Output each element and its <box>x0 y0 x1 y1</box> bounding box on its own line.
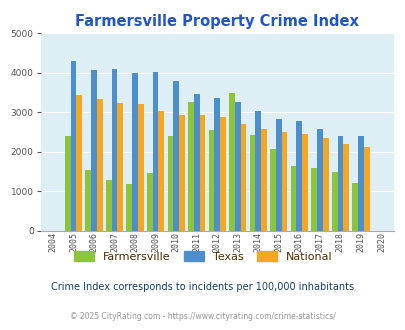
Bar <box>290 166 296 231</box>
Bar <box>188 102 193 231</box>
Bar <box>214 98 220 231</box>
Bar <box>199 115 205 231</box>
Bar <box>85 170 91 231</box>
Bar <box>270 149 275 231</box>
Bar <box>147 173 152 231</box>
Bar <box>179 115 184 231</box>
Legend: Farmersville, Texas, National: Farmersville, Texas, National <box>69 247 336 266</box>
Bar <box>208 130 214 231</box>
Bar <box>352 183 357 231</box>
Bar <box>193 94 199 231</box>
Bar <box>111 69 117 231</box>
Bar <box>234 102 240 231</box>
Bar <box>260 129 266 231</box>
Bar <box>117 103 123 231</box>
Bar <box>158 111 164 231</box>
Bar <box>249 135 255 231</box>
Bar <box>97 99 102 231</box>
Bar <box>91 70 97 231</box>
Bar <box>255 111 260 231</box>
Bar <box>316 129 322 231</box>
Bar <box>240 124 246 231</box>
Text: Crime Index corresponds to incidents per 100,000 inhabitants: Crime Index corresponds to incidents per… <box>51 282 354 292</box>
Bar <box>228 93 234 231</box>
Bar <box>311 168 316 231</box>
Bar <box>76 95 82 231</box>
Bar <box>65 136 70 231</box>
Text: © 2025 CityRating.com - https://www.cityrating.com/crime-statistics/: © 2025 CityRating.com - https://www.city… <box>70 312 335 321</box>
Bar <box>126 184 132 231</box>
Bar <box>363 147 369 231</box>
Bar <box>296 121 301 231</box>
Bar <box>357 136 363 231</box>
Bar <box>220 117 225 231</box>
Bar <box>132 73 138 231</box>
Bar <box>70 61 76 231</box>
Bar <box>138 104 143 231</box>
Bar <box>173 81 179 231</box>
Bar <box>152 72 158 231</box>
Bar <box>167 136 173 231</box>
Bar <box>331 172 337 231</box>
Bar <box>106 180 111 231</box>
Bar <box>301 134 307 231</box>
Bar <box>343 144 348 231</box>
Bar <box>275 118 281 231</box>
Title: Farmersville Property Crime Index: Farmersville Property Crime Index <box>75 14 358 29</box>
Bar <box>322 138 328 231</box>
Bar <box>337 136 343 231</box>
Bar <box>281 132 287 231</box>
